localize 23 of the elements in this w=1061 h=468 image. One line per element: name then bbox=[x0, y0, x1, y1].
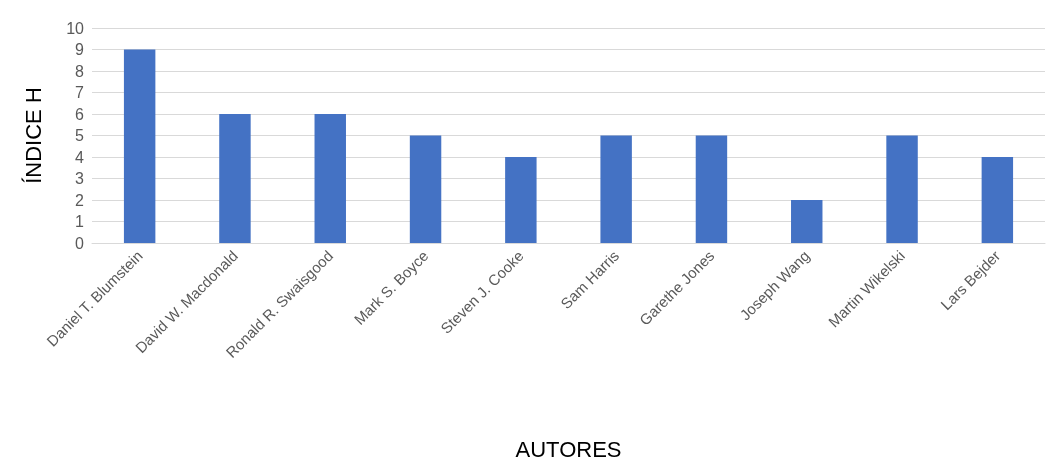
x-axis-title: AUTORES bbox=[515, 436, 622, 462]
bar bbox=[981, 157, 1014, 243]
y-tick-label: 9 bbox=[75, 41, 85, 58]
y-tick-label: 8 bbox=[75, 62, 85, 80]
y-tick-label: 1 bbox=[75, 213, 85, 230]
bar bbox=[600, 135, 632, 243]
y-tick-label: 10 bbox=[66, 19, 85, 37]
y-tick-label: 5 bbox=[75, 127, 85, 144]
bar bbox=[409, 135, 442, 243]
y-tick-label: 7 bbox=[75, 84, 85, 101]
bar bbox=[123, 49, 156, 243]
y-tick-label: 0 bbox=[75, 234, 85, 252]
bar bbox=[505, 157, 537, 243]
bar bbox=[314, 114, 346, 243]
y-tick-label: 3 bbox=[75, 170, 85, 187]
bar bbox=[695, 135, 728, 243]
y-tick-label: 4 bbox=[75, 148, 85, 166]
y-tick-label: 6 bbox=[75, 105, 85, 123]
bar bbox=[886, 135, 918, 243]
y-tick-label: 2 bbox=[75, 191, 85, 209]
bar bbox=[791, 200, 823, 243]
y-axis-title: ÍNDICE H bbox=[20, 87, 46, 184]
bar bbox=[219, 114, 251, 243]
